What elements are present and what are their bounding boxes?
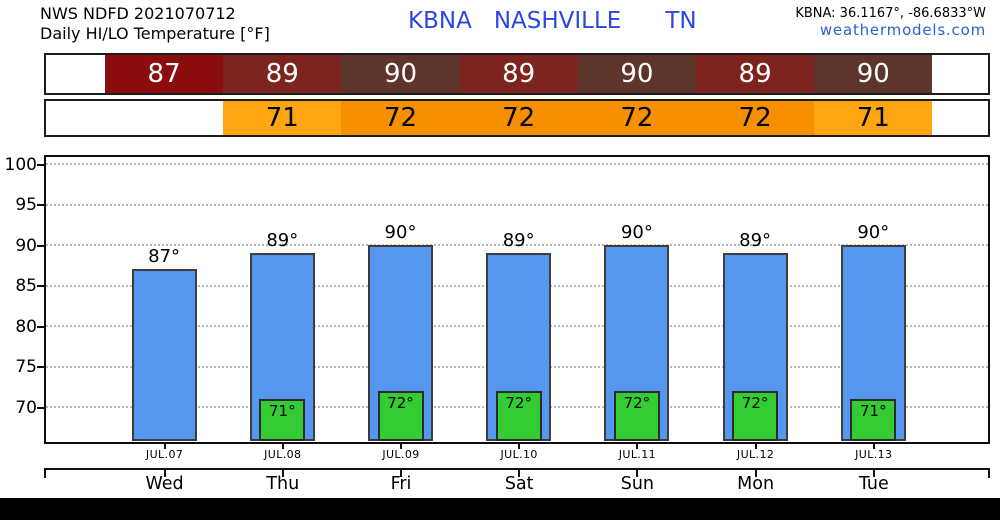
strip-cell: 72 — [459, 101, 578, 135]
day-axis-tick — [872, 468, 875, 477]
high-value-label: 89° — [739, 230, 772, 252]
high-bar — [131, 269, 197, 441]
day-label: Wed — [145, 474, 184, 494]
y-tick — [37, 285, 44, 288]
date-axis-tick — [400, 444, 402, 449]
date-label: JUL.10 — [500, 448, 538, 461]
low-bar — [850, 398, 897, 441]
day-axis-end-tick — [988, 468, 990, 478]
high-value-label: 90° — [857, 222, 890, 244]
strip-cell: 72 — [696, 101, 815, 135]
date-label: JUL.13 — [855, 448, 893, 461]
y-tick — [37, 366, 44, 369]
weathermodels-link[interactable]: weathermodels.com — [819, 21, 986, 39]
strip-cell: 72 — [577, 101, 696, 135]
day-label: Thu — [266, 474, 300, 494]
strip-cell: 90 — [814, 55, 933, 93]
date-axis-tick — [872, 444, 875, 449]
high-value-label: 89° — [266, 230, 299, 252]
day-axis-tick — [163, 468, 166, 477]
low-value-label: 72° — [741, 393, 769, 412]
low-bar — [732, 390, 779, 441]
day-axis-line — [44, 468, 990, 470]
strip-cell: 71 — [223, 101, 342, 135]
y-tick — [37, 163, 44, 166]
day-axis-end-tick — [44, 468, 46, 478]
strip-cell: 89 — [223, 55, 342, 93]
high-value-label: 89° — [502, 230, 535, 252]
low-bar — [259, 398, 306, 441]
y-tick-label: 85 — [15, 276, 37, 297]
day-label: Tue — [858, 474, 889, 494]
footer-bar — [0, 498, 1000, 520]
day-axis-tick — [636, 468, 639, 477]
y-tick-label: 70 — [15, 397, 37, 418]
low-bar — [495, 390, 542, 441]
y-tick-label: 95 — [15, 195, 37, 216]
y-tick — [37, 325, 44, 328]
station-coordinates: KBNA: 36.1167°, -86.6833°W — [795, 6, 986, 21]
y-tick-label: 80 — [15, 316, 37, 337]
low-value-label: 72° — [387, 393, 414, 412]
strip-cell: 87 — [105, 55, 224, 93]
date-label: JUL.12 — [736, 448, 775, 461]
strip-cell: 89 — [459, 55, 578, 93]
date-axis-tick — [754, 444, 757, 449]
date-label: JUL.11 — [618, 448, 657, 461]
y-tick-label: 90 — [15, 235, 37, 256]
station-title: KBNA NASHVILLE TN — [408, 8, 697, 34]
day-axis-tick — [518, 468, 521, 477]
title-spacer — [472, 8, 494, 34]
y-tick — [37, 406, 44, 409]
station-state: TN — [665, 8, 697, 34]
strip-cell: 89 — [696, 55, 815, 93]
header-right: KBNA: 36.1167°, -86.6833°W weathermodels… — [795, 5, 986, 40]
day-label: Mon — [737, 474, 775, 494]
strip-cell: 72 — [341, 101, 460, 135]
low-value-label: 72° — [505, 393, 532, 412]
high-value-label: 90° — [384, 222, 417, 244]
day-axis-tick — [754, 468, 757, 477]
y-gridline — [46, 203, 988, 206]
low-bar — [613, 390, 660, 441]
date-label: JUL.07 — [145, 448, 184, 461]
day-label: Sat — [504, 474, 534, 494]
low-temp-strip: 71 72 72 72 72 71 — [44, 99, 990, 137]
title-spacer — [621, 8, 665, 34]
y-tick-label: 75 — [15, 357, 37, 378]
station-code: KBNA — [408, 8, 472, 34]
high-value-label: 87° — [148, 246, 181, 268]
day-label: Fri — [390, 474, 412, 494]
low-value-label: 71° — [860, 401, 887, 420]
y-gridline — [46, 244, 988, 247]
day-label: Sun — [620, 474, 655, 494]
low-value-label: 72° — [623, 393, 651, 412]
y-tick-label: 100 — [4, 154, 37, 175]
date-axis-tick — [281, 444, 284, 449]
product-label: Daily HI/LO Temperature [°F] — [40, 24, 270, 43]
date-axis-tick — [636, 444, 639, 449]
low-bar — [377, 390, 424, 441]
y-gridline — [46, 163, 988, 166]
date-axis-tick — [518, 444, 521, 449]
high-temp-strip: 87 89 90 89 90 89 90 — [44, 53, 990, 95]
y-tick — [37, 244, 44, 247]
strip-cell: 90 — [577, 55, 696, 93]
y-tick — [37, 204, 44, 207]
date-label: JUL.08 — [264, 448, 302, 461]
day-axis-tick — [400, 468, 402, 477]
day-axis-tick — [281, 468, 284, 477]
model-run-label: NWS NDFD 2021070712 — [40, 4, 236, 23]
strip-cell: 90 — [341, 55, 460, 93]
date-label: JUL.09 — [382, 448, 420, 461]
station-city: NASHVILLE — [493, 8, 622, 34]
strip-cell: 71 — [814, 101, 933, 135]
date-axis-tick — [163, 444, 166, 449]
header-left: NWS NDFD 2021070712 Daily HI/LO Temperat… — [40, 4, 270, 44]
low-value-label: 71° — [269, 401, 296, 420]
plot-area: 87° 89° 71° 90° 72° 89° 72° 90° 72° 89° 72° 90° 71° — [44, 155, 990, 444]
high-value-label: 90° — [620, 222, 653, 244]
